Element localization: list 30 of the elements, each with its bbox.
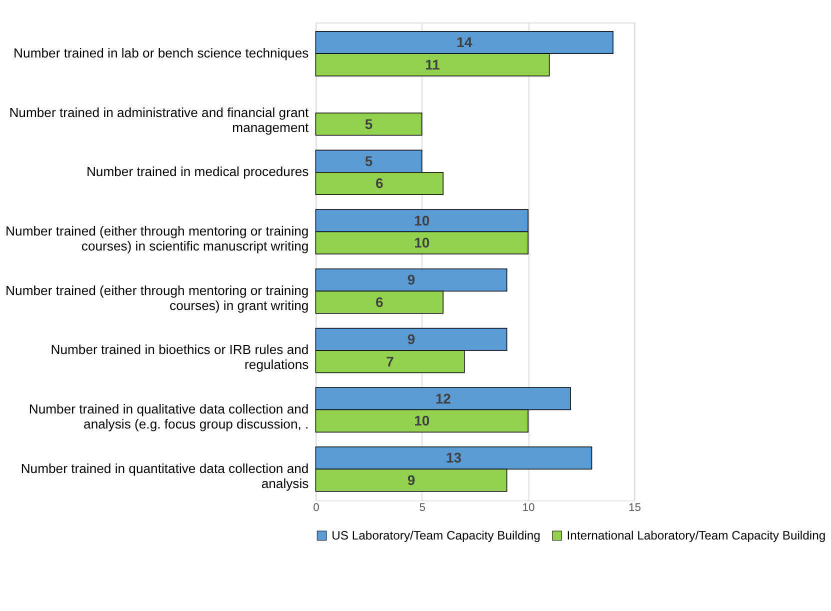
- data-label: 12: [435, 390, 452, 406]
- data-label: 14: [456, 34, 472, 50]
- y-tick-label: Number trained (either through mentoring or training courses) in grant writing: [6, 282, 309, 313]
- data-label: 9: [407, 272, 416, 288]
- y-tick-label: Number trained in administrative and financial grant management: [9, 104, 310, 135]
- legend-label: US Laboratory/Team Capacity Building: [332, 528, 540, 542]
- x-tick-label: 10: [522, 502, 535, 514]
- y-tick-label: Number trained in medical procedures: [86, 164, 310, 180]
- legend-label: International Laboratory/Team Capacity Building: [566, 528, 826, 542]
- data-label: 5: [364, 152, 373, 169]
- data-label: 10: [414, 412, 430, 429]
- data-label: 7: [386, 353, 394, 370]
- y-tick-label: Number trained in qualitative data collection and analysis (e.g. focus group discussion, .: [28, 402, 309, 432]
- data-label: 6: [376, 294, 384, 310]
- bar: [315, 112, 422, 136]
- data-label: 11: [425, 56, 440, 72]
- x-tick-label: 15: [628, 502, 641, 514]
- y-tick-label: Number trained in quantitative data collection and analysis: [20, 460, 310, 491]
- y-tick-label: Number trained in lab or bench science techniques: [14, 45, 310, 60]
- data-label: 10: [414, 234, 430, 251]
- x-tick-label: 0: [313, 502, 320, 514]
- data-label: 13: [446, 450, 462, 466]
- data-label: 9: [407, 472, 416, 488]
- data-label: 9: [407, 331, 416, 348]
- y-tick-label: Number trained in bioethics or IRB rules and regulations: [50, 342, 310, 372]
- data-label: 6: [376, 175, 384, 192]
- data-label: 10: [414, 212, 430, 228]
- x-tick-label: 5: [419, 502, 426, 514]
- data-label: 5: [364, 116, 373, 132]
- y-tick-label: Number trained (either through mentoring or training courses) in scientific manuscript writing: [6, 223, 309, 254]
